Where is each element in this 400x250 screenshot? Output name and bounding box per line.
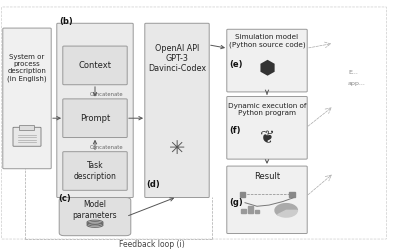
Text: (e): (e) — [229, 60, 243, 69]
Text: E...: E... — [348, 70, 358, 74]
FancyBboxPatch shape — [227, 96, 307, 159]
FancyBboxPatch shape — [13, 127, 41, 146]
Text: app...: app... — [348, 82, 366, 86]
FancyBboxPatch shape — [63, 152, 127, 190]
FancyBboxPatch shape — [20, 126, 34, 130]
FancyBboxPatch shape — [63, 99, 127, 138]
Text: (b): (b) — [59, 17, 73, 26]
Text: OpenAI API
GPT-3
Davinci-Codex: OpenAI API GPT-3 Davinci-Codex — [148, 44, 206, 74]
FancyBboxPatch shape — [227, 166, 307, 234]
Bar — [254, 210, 259, 214]
Wedge shape — [275, 204, 298, 215]
Text: (d): (d) — [146, 180, 160, 189]
Text: (g): (g) — [229, 198, 243, 207]
Text: Feedback loop (i): Feedback loop (i) — [119, 240, 185, 249]
Bar — [248, 206, 253, 214]
Text: ❦: ❦ — [260, 129, 274, 147]
FancyBboxPatch shape — [227, 29, 307, 92]
Bar — [240, 192, 245, 197]
Bar — [241, 209, 246, 214]
Text: ⬢: ⬢ — [258, 58, 276, 78]
Text: Model
parameters: Model parameters — [73, 200, 117, 220]
FancyBboxPatch shape — [57, 23, 133, 198]
Text: Context: Context — [78, 61, 112, 70]
Text: Dynamic execution of
Python program: Dynamic execution of Python program — [228, 103, 306, 116]
Text: ✳: ✳ — [169, 139, 185, 158]
Bar — [289, 192, 294, 197]
Text: Concatenate: Concatenate — [90, 145, 124, 150]
FancyBboxPatch shape — [59, 198, 131, 236]
Text: (f): (f) — [229, 126, 241, 135]
Text: Prompt: Prompt — [80, 114, 110, 123]
Wedge shape — [278, 210, 298, 217]
Text: Task
description: Task description — [74, 161, 116, 181]
Text: Simulation model
(Python source code): Simulation model (Python source code) — [229, 34, 305, 48]
Text: (c): (c) — [58, 194, 71, 202]
FancyBboxPatch shape — [3, 28, 51, 169]
FancyBboxPatch shape — [145, 23, 209, 198]
Text: Result: Result — [254, 172, 280, 181]
FancyBboxPatch shape — [63, 46, 127, 85]
Text: System or
process
description
(in English): System or process description (in Englis… — [7, 54, 47, 82]
Text: Concatenate: Concatenate — [90, 92, 124, 97]
